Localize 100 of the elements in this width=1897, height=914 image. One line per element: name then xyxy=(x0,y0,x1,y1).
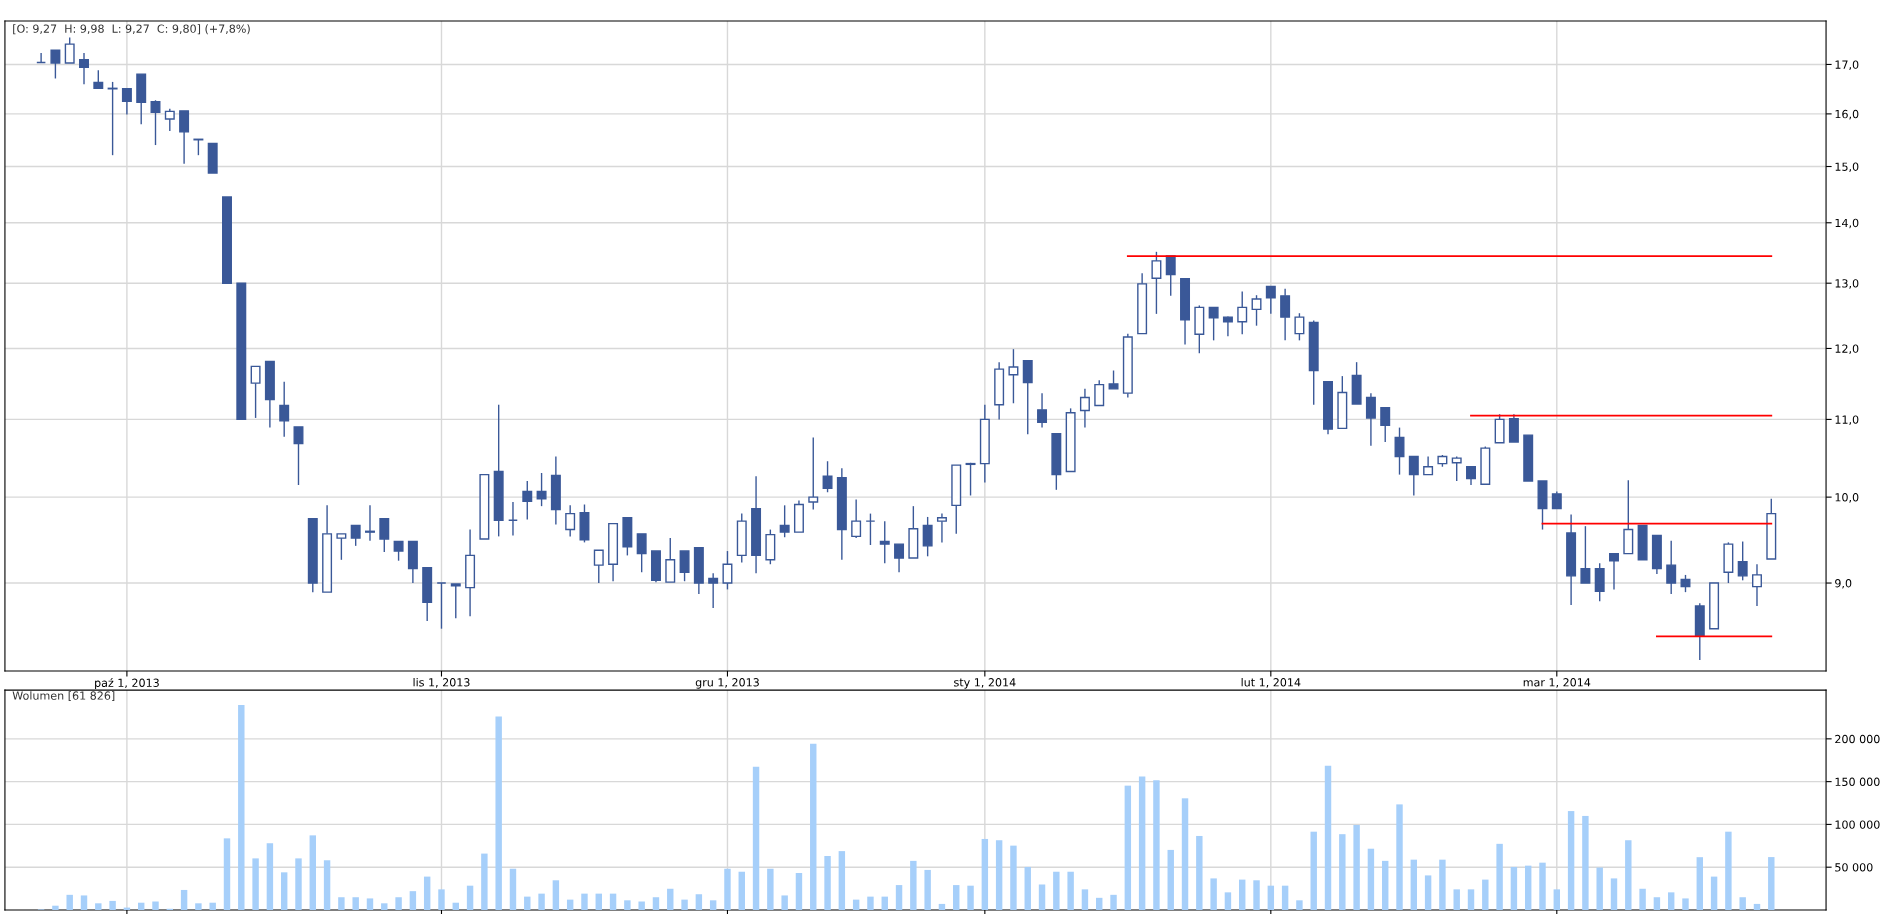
y-tick-label: 9,0 xyxy=(1835,579,1852,589)
bar xyxy=(995,840,1003,910)
bar xyxy=(781,895,788,910)
bar xyxy=(738,871,745,910)
y-tick-label: 17,0 xyxy=(1835,60,1859,70)
bar xyxy=(1682,898,1689,910)
candlestick xyxy=(979,404,990,484)
bar xyxy=(1096,897,1103,910)
bar xyxy=(938,903,946,910)
bar xyxy=(681,899,688,910)
bar xyxy=(1424,875,1432,910)
bar xyxy=(1582,815,1589,910)
bar xyxy=(1110,894,1117,910)
bar xyxy=(895,885,903,910)
bar xyxy=(1753,903,1761,910)
bar xyxy=(1367,848,1375,910)
bar xyxy=(280,872,288,910)
y-tick-label: 200 000 xyxy=(1835,734,1880,744)
bar xyxy=(423,876,431,910)
bar xyxy=(1567,811,1575,910)
x-tick-label: paź 1, 2013 xyxy=(95,677,159,690)
x-tick-label: mar 1, 2014 xyxy=(1523,678,1591,688)
y-tick-label: 50 000 xyxy=(1835,863,1873,872)
candlestick xyxy=(1037,392,1048,429)
y-tick-label: 150 000 xyxy=(1835,777,1880,787)
bar xyxy=(352,897,359,910)
bar xyxy=(1038,884,1046,910)
candlestick xyxy=(1666,539,1677,595)
bar xyxy=(1410,859,1418,910)
candlestick xyxy=(79,52,89,86)
bar xyxy=(1239,879,1246,910)
bar xyxy=(1639,888,1646,910)
x-tick-label: lis 1, 2013 xyxy=(413,677,470,688)
bar xyxy=(80,895,88,910)
bar xyxy=(709,900,717,910)
x-tick-label: sty 1, 2014 xyxy=(954,678,1016,689)
x-tick-label: lut 1, 2014 xyxy=(1241,677,1301,688)
bar xyxy=(1281,885,1289,910)
bar xyxy=(538,893,545,910)
bar xyxy=(66,894,73,910)
candlestick xyxy=(1079,388,1090,429)
bar xyxy=(152,901,159,910)
bar xyxy=(1024,866,1031,910)
bar xyxy=(624,900,631,910)
candlestick xyxy=(836,467,847,561)
bar xyxy=(238,704,245,910)
bar xyxy=(595,893,602,910)
bar xyxy=(524,896,531,910)
bar xyxy=(509,868,517,910)
bar xyxy=(1181,798,1189,910)
bar xyxy=(881,896,888,910)
bar xyxy=(967,885,974,910)
bar xyxy=(1596,867,1603,910)
candlestick xyxy=(365,504,375,542)
bar xyxy=(695,894,703,910)
bar xyxy=(795,873,803,910)
bar xyxy=(609,893,617,910)
bar xyxy=(924,869,931,910)
candlestick xyxy=(279,381,290,438)
bar xyxy=(1382,860,1389,910)
bar xyxy=(1353,825,1360,910)
bar xyxy=(266,843,274,910)
bar xyxy=(109,900,116,910)
bar xyxy=(810,743,817,910)
bar xyxy=(1081,889,1089,910)
bar xyxy=(1610,878,1618,910)
candlestick xyxy=(1752,563,1762,607)
candlestick xyxy=(994,361,1005,421)
candlestick xyxy=(1280,288,1291,342)
bar xyxy=(180,889,188,910)
bar xyxy=(552,880,560,910)
candlestick xyxy=(550,455,561,526)
bar xyxy=(366,898,374,910)
bar xyxy=(381,903,388,910)
y-tick-label: 13,0 xyxy=(1835,279,1859,289)
candlestick xyxy=(879,520,890,565)
bar xyxy=(1053,871,1060,910)
candlestick xyxy=(851,498,862,539)
bar xyxy=(1510,866,1518,910)
bar xyxy=(1324,765,1332,910)
bar xyxy=(566,899,574,910)
bar xyxy=(1196,835,1203,910)
bar xyxy=(1153,780,1160,910)
candlestick xyxy=(465,528,476,618)
bar xyxy=(1482,879,1489,910)
bar xyxy=(638,901,645,910)
y-tick-label: 100 000 xyxy=(1835,820,1880,829)
bar xyxy=(223,838,231,910)
bar xyxy=(1539,862,1546,910)
candlestick xyxy=(1365,392,1376,447)
y-tick-label: 15,0 xyxy=(1835,162,1859,173)
bar xyxy=(1067,871,1074,910)
bar xyxy=(295,858,302,910)
bar xyxy=(1138,776,1146,910)
bar xyxy=(1553,889,1561,910)
y-tick-label: 16,0 xyxy=(1835,109,1859,120)
bar xyxy=(1739,897,1746,910)
candlestick xyxy=(565,504,576,538)
y-tick-label: 12,0 xyxy=(1835,344,1859,354)
bar xyxy=(1224,892,1232,910)
